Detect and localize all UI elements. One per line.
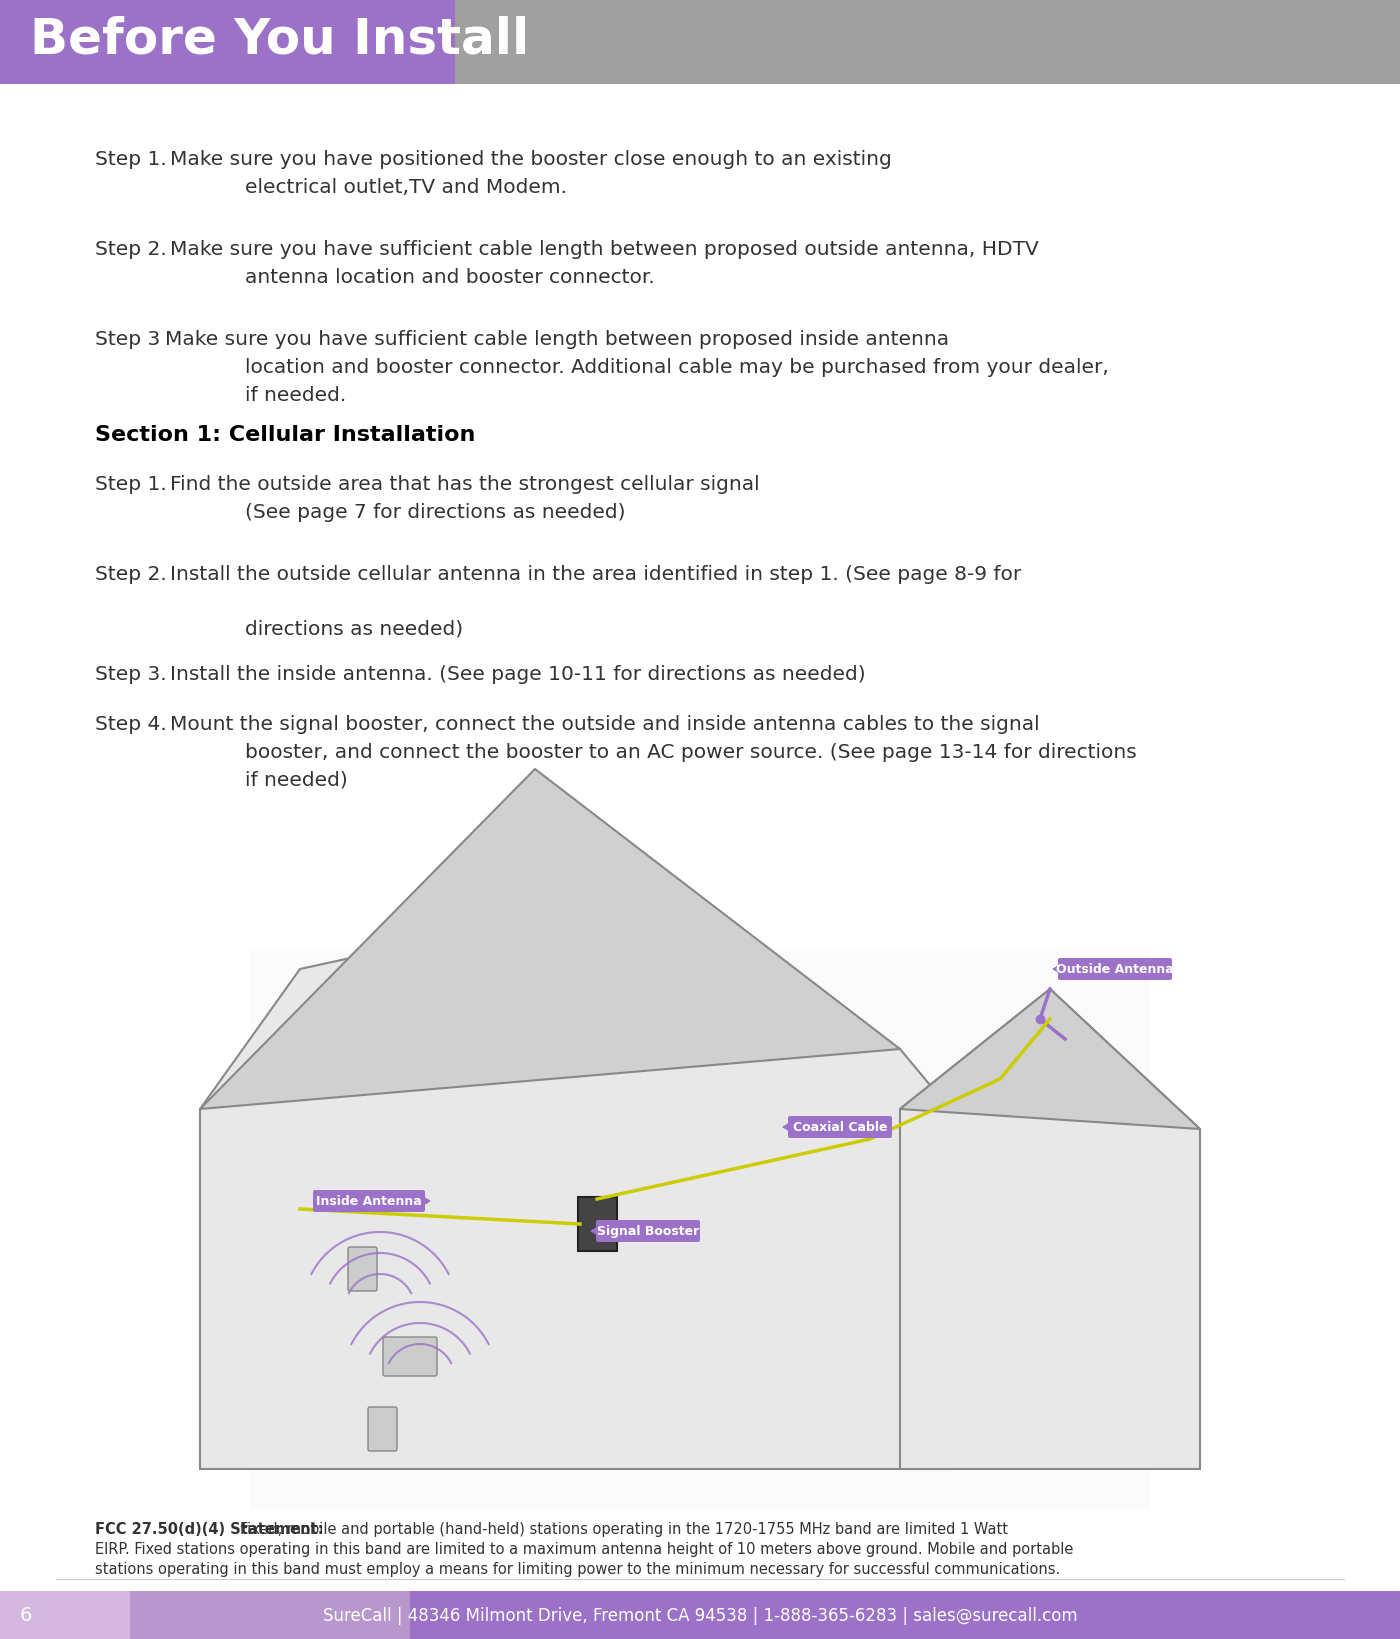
Polygon shape (900, 990, 1200, 1129)
FancyBboxPatch shape (349, 1247, 377, 1292)
FancyBboxPatch shape (368, 1408, 398, 1451)
Text: 6: 6 (20, 1606, 32, 1624)
Text: Outside Antenna: Outside Antenna (1056, 964, 1173, 975)
FancyBboxPatch shape (384, 1337, 437, 1377)
Text: Signal Booster: Signal Booster (596, 1224, 699, 1237)
Polygon shape (589, 1226, 598, 1236)
Text: Coaxial Cable: Coaxial Cable (792, 1121, 888, 1134)
Text: Step 2.: Step 2. (95, 239, 167, 259)
Text: Step 4.: Step 4. (95, 715, 167, 734)
Text: Mount the signal booster, connect the outside and inside antenna cables to the s: Mount the signal booster, connect the ou… (169, 715, 1040, 734)
Polygon shape (900, 990, 1200, 1469)
Text: Make sure you have positioned the booster close enough to an existing: Make sure you have positioned the booste… (169, 149, 892, 169)
Text: Before You Install: Before You Install (29, 16, 529, 64)
FancyBboxPatch shape (0, 1591, 130, 1639)
Text: directions as needed): directions as needed) (245, 620, 463, 639)
FancyBboxPatch shape (410, 1591, 1400, 1639)
Polygon shape (1051, 964, 1060, 975)
Text: Section 1: Cellular Installation: Section 1: Cellular Installation (95, 425, 476, 444)
FancyBboxPatch shape (314, 1190, 426, 1213)
FancyBboxPatch shape (130, 1591, 410, 1639)
Text: if needed.: if needed. (245, 385, 346, 405)
Text: Step 1.: Step 1. (95, 475, 167, 493)
Text: Fixed, mobile and portable (hand-held) stations operating in the 1720-1755 MHz b: Fixed, mobile and portable (hand-held) s… (239, 1521, 1008, 1536)
Text: Step 2.: Step 2. (95, 565, 167, 583)
Polygon shape (200, 770, 900, 1110)
Text: Install the outside cellular antenna in the area identified in step 1. (See page: Install the outside cellular antenna in … (169, 565, 1021, 583)
FancyBboxPatch shape (455, 0, 1400, 85)
Text: Step 1.: Step 1. (95, 149, 167, 169)
FancyBboxPatch shape (596, 1221, 700, 1242)
Text: Make sure you have sufficient cable length between proposed outside antenna, HDT: Make sure you have sufficient cable leng… (169, 239, 1039, 259)
Text: booster, and connect the booster to an AC power source. (See page 13-14 for dire: booster, and connect the booster to an A… (245, 742, 1137, 762)
Text: antenna location and booster connector.: antenna location and booster connector. (245, 267, 655, 287)
Text: SureCall | 48346 Milmont Drive, Fremont CA 94538 | 1-888-365-6283 | sales@sureca: SureCall | 48346 Milmont Drive, Fremont … (322, 1606, 1078, 1624)
Polygon shape (200, 910, 951, 1469)
Text: Make sure you have sufficient cable length between proposed inside antenna: Make sure you have sufficient cable leng… (165, 329, 949, 349)
Text: Install the inside antenna. (See page 10-11 for directions as needed): Install the inside antenna. (See page 10… (169, 664, 865, 683)
Text: Step 3: Step 3 (95, 329, 160, 349)
FancyBboxPatch shape (0, 0, 455, 85)
Text: Find the outside area that has the strongest cellular signal: Find the outside area that has the stron… (169, 475, 760, 493)
Polygon shape (423, 1196, 431, 1206)
Text: FCC 27.50(d)(4) Statement:: FCC 27.50(d)(4) Statement: (95, 1521, 323, 1536)
Text: EIRP. Fixed stations operating in this band are limited to a maximum antenna hei: EIRP. Fixed stations operating in this b… (95, 1541, 1074, 1555)
Text: (See page 7 for directions as needed): (See page 7 for directions as needed) (245, 503, 626, 521)
Text: electrical outlet,TV and Modem.: electrical outlet,TV and Modem. (245, 179, 567, 197)
FancyBboxPatch shape (251, 949, 1149, 1510)
FancyBboxPatch shape (578, 1196, 617, 1251)
FancyBboxPatch shape (1058, 959, 1172, 980)
Text: Step 3.: Step 3. (95, 664, 167, 683)
Text: location and booster connector. Additional cable may be purchased from your deal: location and booster connector. Addition… (245, 357, 1109, 377)
Text: Inside Antenna: Inside Antenna (316, 1195, 421, 1208)
Polygon shape (783, 1123, 790, 1133)
Text: if needed): if needed) (245, 770, 347, 790)
FancyBboxPatch shape (788, 1116, 892, 1139)
Text: stations operating in this band must employ a means for limiting power to the mi: stations operating in this band must emp… (95, 1560, 1060, 1577)
